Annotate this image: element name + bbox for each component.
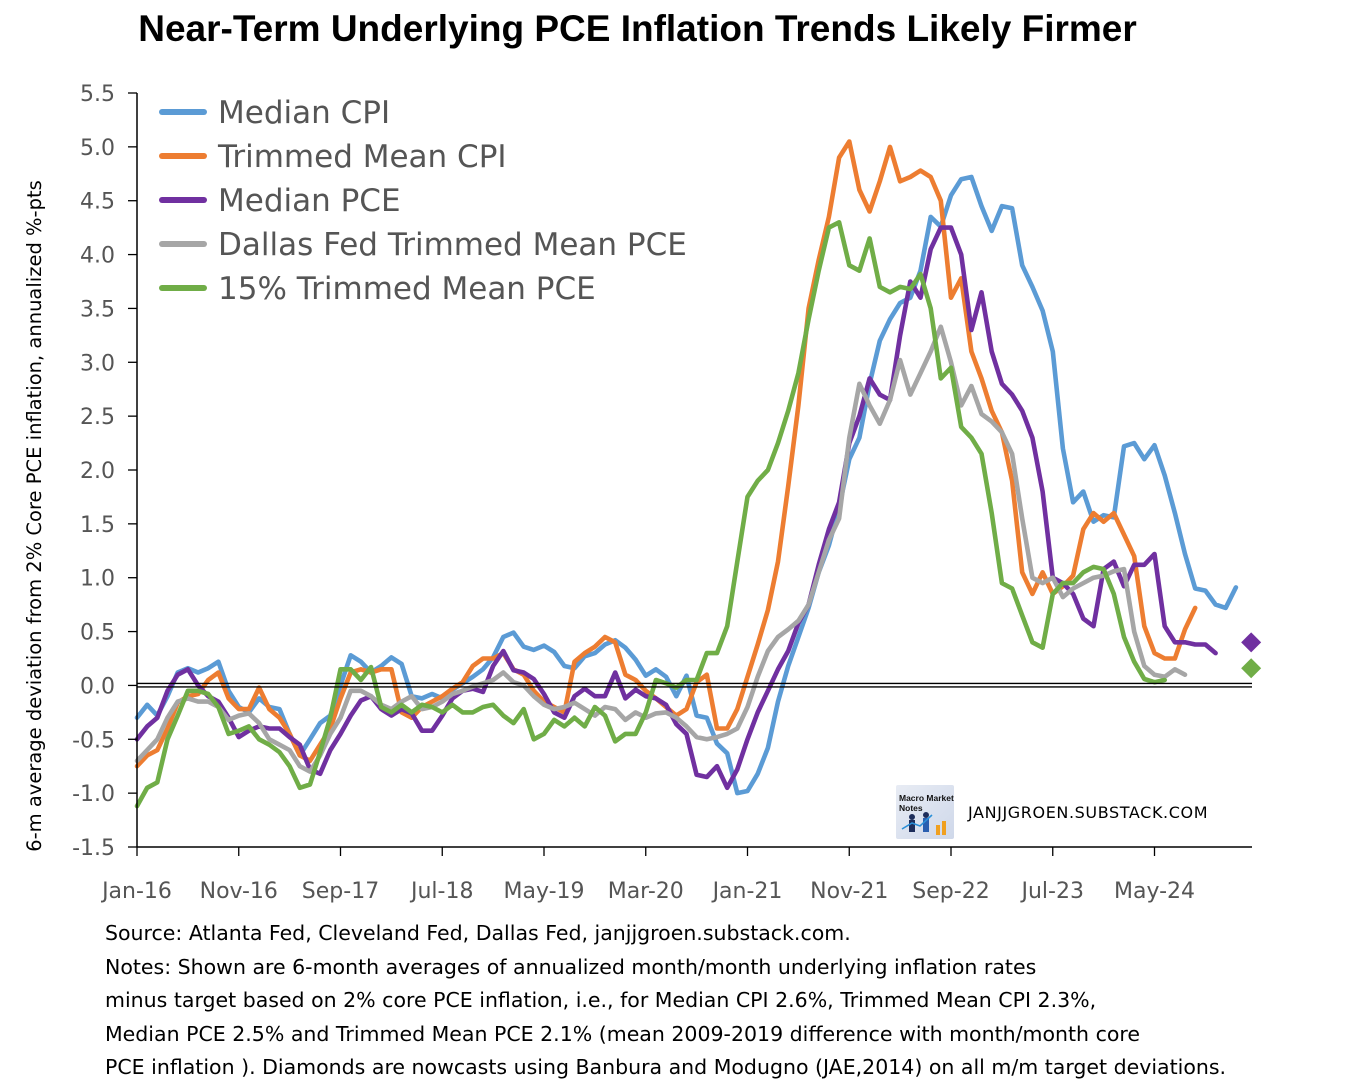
notes-line-2: Notes: Shown are 6-month averages of ann… bbox=[105, 954, 1037, 979]
logo-text-line2: Notes bbox=[899, 803, 923, 813]
y-tick-label: -1.0 bbox=[72, 782, 115, 807]
notes-line-1: Source: Atlanta Fed, Cleveland Fed, Dall… bbox=[105, 921, 851, 945]
legend-label-0: Median CPI bbox=[218, 95, 390, 131]
y-tick-label: -1.5 bbox=[72, 836, 115, 861]
x-tick-label: Jul-18 bbox=[409, 879, 473, 904]
y-tick-label: 0.5 bbox=[80, 621, 115, 646]
nowcast-diamond-1 bbox=[1241, 658, 1262, 679]
x-tick-label: May-24 bbox=[1114, 879, 1195, 904]
series-lines bbox=[134, 139, 1262, 809]
x-tick-label: Nov-21 bbox=[810, 879, 888, 904]
series-line-0 bbox=[134, 174, 1239, 796]
y-tick-label: 4.5 bbox=[80, 190, 115, 215]
nowcast-diamond-0 bbox=[1241, 632, 1262, 653]
y-axis-label: 6-m average deviation from 2% Core PCE i… bbox=[23, 180, 46, 852]
x-tick-label: Jan-21 bbox=[711, 879, 783, 904]
y-tick-label: 2.5 bbox=[80, 405, 115, 430]
legend-label-1: Trimmed Mean CPI bbox=[217, 139, 507, 175]
line-chart: -1.5 -1.0 -0.5 0.0 0.5 1.0 1.5 2.0 2.5 3.0 3.5 4.0 4… bbox=[23, 82, 1262, 904]
chart-title: Near-Term Underlying PCE Inflation Trend… bbox=[138, 8, 1137, 49]
y-tick-label: 3.0 bbox=[80, 351, 115, 376]
macro-market-notes-logo: Macro Market Notes bbox=[896, 785, 954, 839]
y-tick-label: 2.0 bbox=[80, 459, 115, 484]
y-tick-label: 5.5 bbox=[80, 82, 115, 107]
y-tick-label: -0.5 bbox=[72, 728, 115, 753]
series-line-3 bbox=[134, 324, 1188, 774]
logo-text-line1: Macro Market bbox=[899, 793, 954, 803]
legend-label-2: Median PCE bbox=[218, 183, 401, 219]
x-tick-label: Mar-20 bbox=[608, 879, 684, 904]
y-tick-label: 5.0 bbox=[80, 136, 115, 161]
notes-line-4: Median PCE 2.5% and Trimmed Mean PCE 2.1… bbox=[105, 1021, 1140, 1046]
series-line-2 bbox=[134, 225, 1218, 791]
x-tick-label: Sep-22 bbox=[912, 879, 989, 904]
x-tick-label: Jul-23 bbox=[1020, 879, 1084, 904]
y-tick-label: 1.0 bbox=[80, 567, 115, 592]
x-tick-label: Nov-16 bbox=[200, 879, 278, 904]
x-tick-label: May-19 bbox=[503, 879, 584, 904]
source-notes: Source: Atlanta Fed, Cleveland Fed, Dall… bbox=[105, 917, 1340, 1085]
x-tick-label: Jan-16 bbox=[100, 879, 172, 904]
x-tick-label: Sep-17 bbox=[302, 879, 379, 904]
y-tick-label: 4.0 bbox=[80, 244, 115, 269]
series-line-4 bbox=[134, 220, 1167, 809]
legend: Median CPI Trimmed Mean CPI Median PCE Dall… bbox=[159, 95, 687, 307]
y-tick-label: 0.0 bbox=[80, 674, 115, 699]
substack-url: JANJJGROEN.SUBSTACK.COM bbox=[968, 802, 1209, 822]
legend-label-3: Dallas Fed Trimmed Mean PCE bbox=[218, 227, 687, 263]
legend-label-4: 15% Trimmed Mean PCE bbox=[218, 271, 596, 307]
axes: -1.5 -1.0 -0.5 0.0 0.5 1.0 1.5 2.0 2.5 3.0 3.5 4.0 4… bbox=[72, 82, 1252, 904]
y-tick-label: 1.5 bbox=[80, 513, 115, 538]
notes-line-5: PCE inflation ). Diamonds are nowcasts u… bbox=[105, 1055, 1227, 1080]
watermark: Macro Market Notes JANJJGROEN.SUBSTACK.C… bbox=[896, 785, 1208, 839]
notes-line-3: minus target based on 2% core PCE inflat… bbox=[105, 988, 1097, 1013]
y-tick-label: 3.5 bbox=[80, 297, 115, 322]
